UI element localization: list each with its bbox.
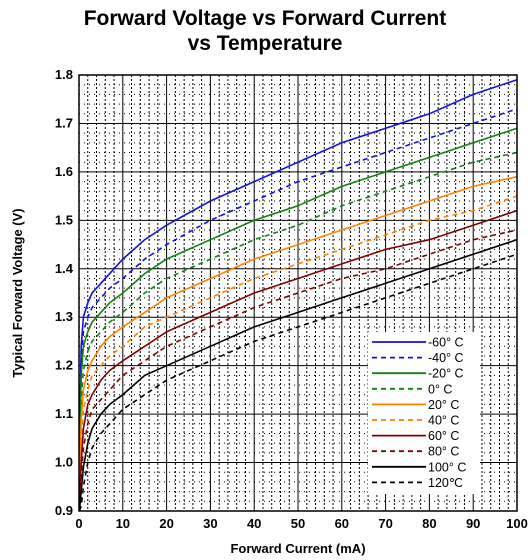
legend: -60° C-40° C -20° C0° C 20° C 40° C60° C 80°… <box>368 332 480 494</box>
series-line-8 <box>78 238 518 512</box>
x-tick-label: 80 <box>422 516 436 531</box>
y-tick-label: 1.3 <box>55 309 73 324</box>
x-tick-labels: 0 10 20 30 40 50 60 70 80 90 100 <box>75 516 527 531</box>
y-axis-label: Typical Forward Voltage (V) <box>10 208 25 377</box>
chart-title: Forward Voltage vs Forward Current vs Te… <box>0 6 530 56</box>
x-tick-label: 20 <box>159 516 173 531</box>
y-tick-label: 1.2 <box>55 358 73 373</box>
series-lines <box>78 79 518 512</box>
legend-label-7: 80° C <box>428 445 459 459</box>
x-axis-label: Forward Current (mA) <box>230 541 365 556</box>
y-tick-label: 1.5 <box>55 212 73 227</box>
legend-label-3: 0° C <box>428 382 452 396</box>
x-tick-label: 90 <box>466 516 480 531</box>
x-tick-label: 60 <box>335 516 349 531</box>
legend-label-2: -20° C <box>428 367 464 381</box>
y-tick-label: 1.4 <box>55 261 74 276</box>
legend-label-6: 60° C <box>428 429 459 443</box>
legend-label-1: -40° C <box>428 351 464 365</box>
y-tick-labels: 0.9 1.0 1.1 1.2 1.3 1.4 1.5 1.6 1.7 1.8 <box>55 67 74 518</box>
y-tick-label: 1.0 <box>55 455 73 470</box>
x-tick-label: 10 <box>116 516 130 531</box>
series-line-7 <box>78 229 518 507</box>
series-line-9 <box>78 253 518 512</box>
chart-title-line2: vs Temperature <box>187 32 343 55</box>
x-tick-label: 40 <box>247 516 261 531</box>
plot-frame <box>78 74 518 512</box>
legend-label-4: 20° C <box>428 398 459 412</box>
x-tick-label: 100 <box>506 516 528 531</box>
y-tick-label: 1.6 <box>55 164 73 179</box>
y-tick-label: 1.7 <box>55 115 73 130</box>
legend-label-8: 100° C <box>428 460 466 474</box>
y-tick-label: 1.1 <box>55 406 73 421</box>
x-tick-label: 0 <box>75 516 82 531</box>
grid <box>78 74 518 512</box>
series-line-5 <box>78 195 518 497</box>
series-line-4 <box>78 175 518 492</box>
x-tick-label: 50 <box>291 516 305 531</box>
y-tick-label: 0.9 <box>55 503 73 518</box>
series-line-0 <box>78 79 518 444</box>
x-tick-label: 30 <box>203 516 217 531</box>
legend-label-0: -60° C <box>428 336 464 350</box>
legend-label-5: 40° C <box>428 414 459 428</box>
series-line-3 <box>78 151 518 478</box>
series-line-6 <box>78 209 518 502</box>
y-tick-label: 1.8 <box>55 67 73 82</box>
legend-label-9: 120℃ <box>428 476 463 490</box>
chart-title-line1: Forward Voltage vs Forward Current <box>83 7 447 30</box>
series-line-2 <box>78 127 518 463</box>
x-tick-label: 70 <box>378 516 392 531</box>
series-line-1 <box>78 108 518 453</box>
